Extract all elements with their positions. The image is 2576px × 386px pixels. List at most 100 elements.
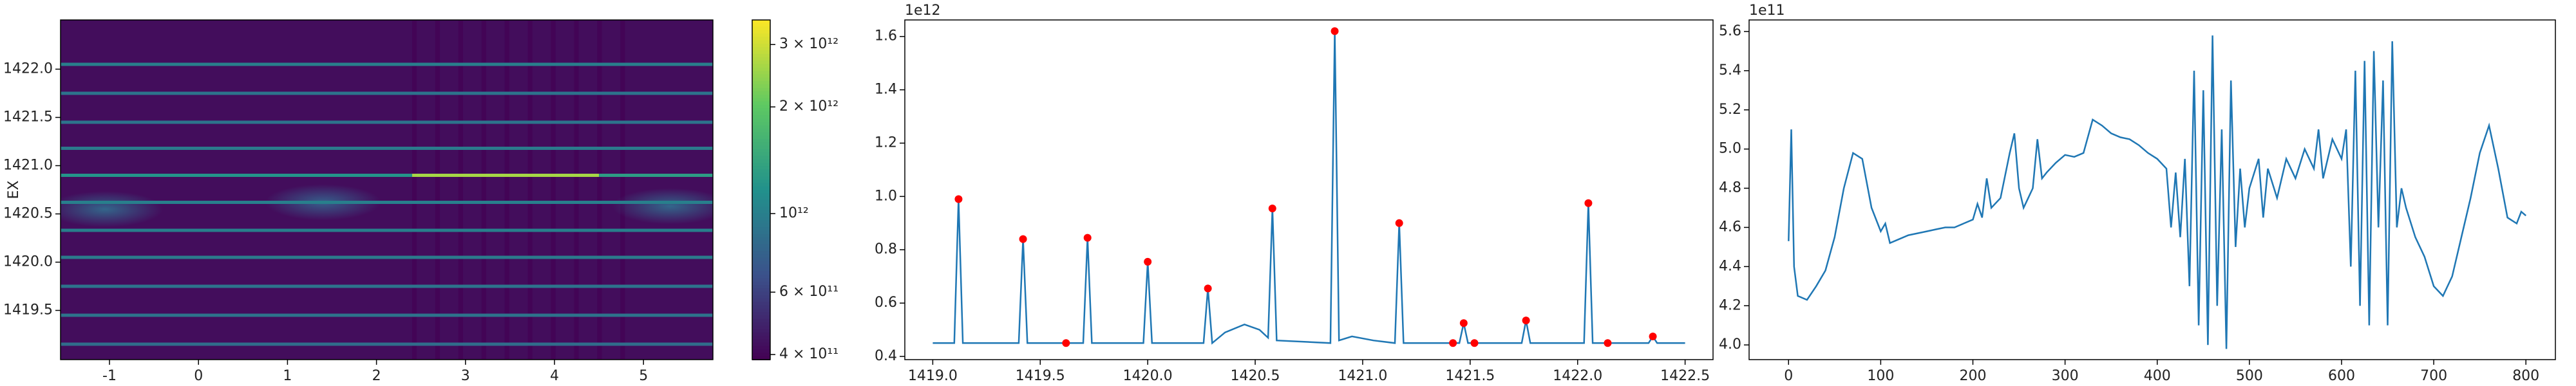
colorbar-cell <box>752 135 770 140</box>
y-tick-label: 1.0 <box>875 188 897 204</box>
colorbar-cell <box>752 329 770 333</box>
y-offset-label: 1e11 <box>1749 3 1785 19</box>
colorbar-cell <box>752 71 770 75</box>
colorbar-cell <box>752 234 770 238</box>
x-tick-label: -1 <box>102 368 117 384</box>
colorbar-cell <box>752 247 770 252</box>
colorbar-tick-label: 10¹² <box>779 205 809 221</box>
colorbar-cell <box>752 26 770 31</box>
x-tick-label: 700 <box>2420 368 2447 384</box>
colorbar-cell <box>752 162 770 167</box>
panel: 4 × 10¹¹ 6 × 10¹¹ 10¹² 2 × 10¹² 3 × 10¹² EX -1… <box>3 19 838 384</box>
colorbar-cell <box>752 308 770 313</box>
colorbar-cell <box>752 349 770 354</box>
colorbar-cell <box>752 298 770 303</box>
colorbar-cell <box>752 353 770 357</box>
colorbar-cell <box>752 20 770 24</box>
colorbar-cell <box>752 264 770 269</box>
colorbar-cell <box>752 67 770 72</box>
colorbar-cell <box>752 336 770 340</box>
x-tick-label: 1422.0 <box>1553 368 1602 384</box>
blob <box>61 191 164 227</box>
colorbar-tick-label: 6 × 10¹¹ <box>779 284 838 300</box>
colorbar-cell <box>752 244 770 248</box>
y-tick-label: 0.6 <box>875 295 897 311</box>
colorbar-cell <box>752 251 770 255</box>
colorbar-cell <box>752 186 770 190</box>
colorbar-cell <box>752 60 770 65</box>
colorbar-cell <box>752 179 770 184</box>
plot-area <box>1788 35 2527 349</box>
colorbar-cell <box>752 237 770 242</box>
colorbar-cell <box>752 318 770 323</box>
stripe <box>61 342 713 346</box>
y-axis-label: EX <box>6 181 22 199</box>
colorbar-cell <box>752 278 770 282</box>
y-tick-label: 1421.0 <box>3 158 53 174</box>
x-tick-label: 300 <box>2052 368 2079 384</box>
colorbar-cell <box>752 50 770 55</box>
dark-stripe <box>527 20 533 360</box>
colorbar-cell <box>752 128 770 133</box>
dark-stripe <box>458 20 463 360</box>
colorbar-cell <box>752 145 770 150</box>
stripe <box>61 91 713 95</box>
plot-area <box>933 27 1685 347</box>
y-tick-label: 0.4 <box>875 348 897 364</box>
colorbar-cell <box>752 118 770 123</box>
colorbar-cell <box>752 302 770 306</box>
colorbar-cell <box>752 291 770 296</box>
peak-marker <box>1019 235 1027 243</box>
y-tick-label: 4.8 <box>1719 180 1741 196</box>
stripe <box>61 62 713 66</box>
dark-stripe <box>504 20 509 360</box>
peak-marker <box>1395 219 1403 227</box>
x-tick-label: 0 <box>194 368 203 384</box>
y-tick-label: 4.6 <box>1719 219 1741 235</box>
y-tick-label: 1.6 <box>875 28 897 44</box>
y-tick-label: 5.2 <box>1719 102 1741 118</box>
stripe <box>61 228 713 232</box>
colorbar-cell <box>752 108 770 113</box>
x-tick-label: 1419.5 <box>1016 368 1065 384</box>
x-tick-label: 1422.5 <box>1660 368 1710 384</box>
colorbar-cell <box>752 87 770 92</box>
dark-stripe <box>597 20 602 360</box>
x-tick-label: 600 <box>2328 368 2355 384</box>
peak-marker <box>1204 284 1212 293</box>
colorbar-cell <box>752 261 770 266</box>
colorbar-cell <box>752 281 770 286</box>
colorbar-cell <box>752 33 770 38</box>
peak-marker <box>1083 234 1092 242</box>
colorbar-cell <box>752 190 770 194</box>
colorbar-cell <box>752 345 770 351</box>
colorbar-cell <box>752 284 770 290</box>
peak-marker <box>954 195 963 203</box>
colorbar-cell <box>752 241 770 245</box>
colorbar-cell <box>752 196 770 201</box>
colorbar-frame <box>752 19 771 360</box>
colorbar-cell <box>752 176 770 181</box>
x-tick-label: 2 <box>372 368 381 384</box>
colorbar-tick-label: 3 × 10¹² <box>779 36 838 52</box>
colorbar-cell <box>752 98 770 102</box>
colorbar-cell <box>752 43 770 48</box>
y-tick-label: 5.0 <box>1719 141 1741 157</box>
peak-marker <box>1584 199 1593 207</box>
colorbar-cell <box>752 159 770 163</box>
colorbar-cell <box>752 84 770 89</box>
stripe <box>61 174 412 177</box>
x-tick-label: 800 <box>2512 368 2539 384</box>
colorbar-cell <box>752 64 770 68</box>
colorbar-cell <box>752 105 770 109</box>
x-tick-label: 5 <box>639 368 648 384</box>
line <box>1788 35 2527 349</box>
colorbar-cell <box>752 210 770 214</box>
axes-frame <box>904 19 1714 360</box>
stripe <box>61 147 713 150</box>
colorbar-cell <box>752 203 770 208</box>
x-tick-label: 1420.5 <box>1231 368 1280 384</box>
colorbar-cell <box>752 91 770 96</box>
y-tick-label: 1420.5 <box>3 206 53 222</box>
